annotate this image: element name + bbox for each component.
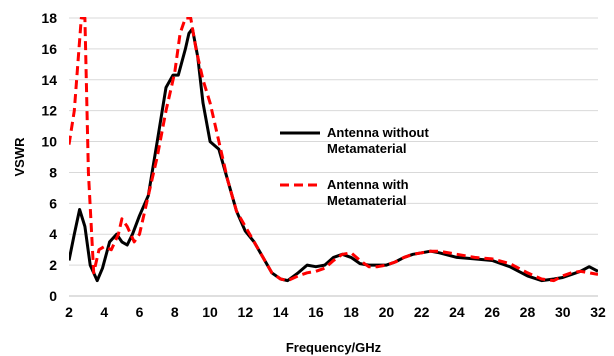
x-tick-label-12: 26 — [484, 304, 500, 320]
series-line-0 — [69, 27, 598, 283]
x-tick-label-8: 18 — [343, 304, 359, 320]
y-tick-label-0: 0 — [49, 288, 57, 304]
y-tick-label-2: 4 — [49, 226, 57, 242]
legend: Antenna without Metamaterial Antenna with M… — [280, 125, 429, 208]
y-tick-labels: 0 2 4 6 8 10 12 14 16 18 — [41, 10, 57, 304]
series-lines — [69, 17, 598, 283]
x-tick-label-7: 16 — [308, 304, 324, 320]
y-tick-label-6: 12 — [41, 103, 57, 119]
x-tick-label-3: 8 — [171, 304, 179, 320]
x-tick-label-2: 6 — [136, 304, 144, 320]
y-tick-label-4: 8 — [49, 164, 57, 180]
y-tick-label-8: 16 — [41, 41, 57, 57]
legend-label-0: Antenna without Metamaterial — [327, 125, 429, 156]
x-tick-label-11: 24 — [449, 304, 465, 320]
y-tick-label-3: 6 — [49, 195, 57, 211]
x-tick-label-15: 32 — [590, 304, 606, 320]
x-tick-label-10: 22 — [414, 304, 430, 320]
x-tick-label-1: 4 — [100, 304, 108, 320]
y-tick-label-1: 2 — [49, 257, 57, 273]
y-tick-label-9: 18 — [41, 10, 57, 26]
legend-label-1: Antenna with Metamaterial — [327, 177, 409, 208]
y-tick-label-5: 10 — [41, 134, 57, 150]
x-tick-label-13: 28 — [520, 304, 536, 320]
x-axis-title: Frequency/GHz — [286, 340, 382, 355]
x-tick-label-4: 10 — [202, 304, 218, 320]
x-tick-label-5: 12 — [238, 304, 254, 320]
x-tick-label-9: 20 — [379, 304, 395, 320]
x-tick-label-0: 2 — [65, 304, 73, 320]
series-line-1 — [69, 17, 598, 283]
x-tick-label-6: 14 — [273, 304, 289, 320]
y-axis-title: VSWR — [12, 137, 27, 177]
y-tick-label-7: 14 — [41, 72, 57, 88]
x-tick-labels: 2 4 6 8 10 12 14 16 18 20 22 24 26 28 30 32 — [65, 304, 606, 320]
x-tick-label-14: 30 — [555, 304, 571, 320]
